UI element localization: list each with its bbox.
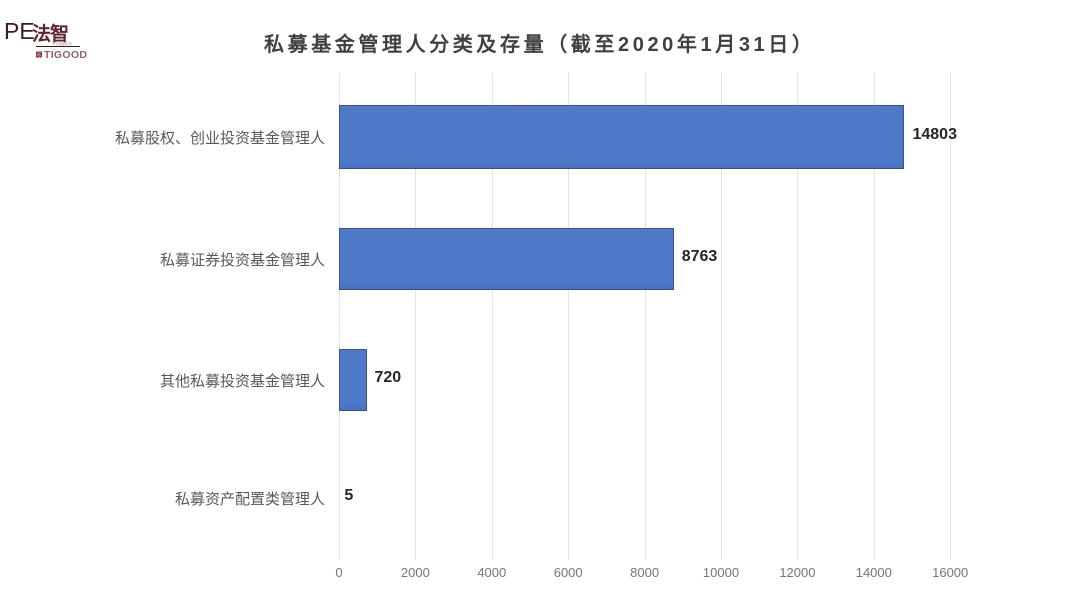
- svg-text:PE: PE: [4, 18, 35, 44]
- svg-text:TIGOOD: TIGOOD: [44, 49, 87, 61]
- svg-text:年: 年: [36, 51, 42, 59]
- svg-text:专业精品机构: 专业精品机构: [52, 41, 72, 46]
